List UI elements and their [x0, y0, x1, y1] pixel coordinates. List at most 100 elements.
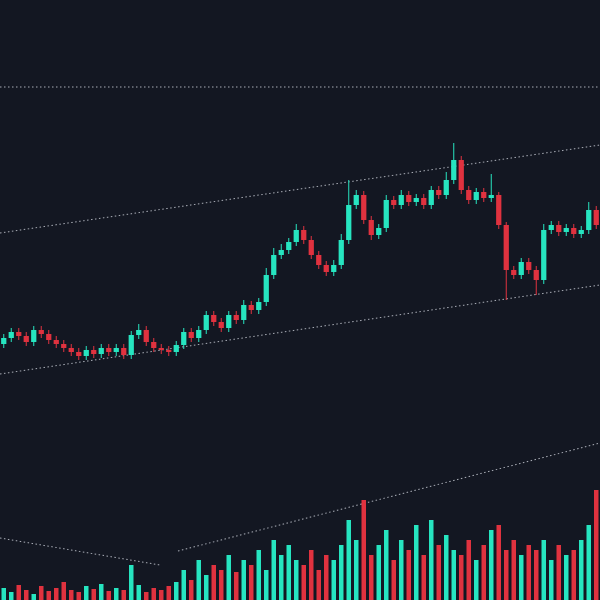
candle-body: [316, 255, 322, 265]
volume-bar: [84, 586, 89, 600]
volume-bar: [61, 582, 66, 600]
volume-bar: [1, 588, 6, 600]
volume-bar: [166, 586, 171, 600]
candle-body: [241, 305, 247, 320]
candle-body: [526, 262, 532, 270]
candle-body: [458, 160, 464, 190]
candle-body: [203, 315, 209, 330]
volume-bar: [519, 555, 524, 600]
candle-body: [98, 348, 104, 354]
candle-body: [38, 330, 44, 334]
volume-bar: [481, 545, 486, 600]
candle-body: [46, 334, 52, 340]
candle-body: [556, 225, 562, 232]
channel-upper: [0, 144, 600, 234]
candle-body: [263, 275, 269, 302]
volume-bar: [346, 520, 351, 600]
candle-body: [541, 230, 547, 280]
volume-bar: [16, 585, 21, 600]
volume-bar: [541, 540, 546, 600]
candle-body: [188, 332, 194, 338]
volume-bar: [219, 570, 224, 600]
candle-body: [391, 200, 397, 205]
volume-bar: [459, 555, 464, 600]
candle-body: [518, 262, 524, 275]
volume-bar: [159, 590, 164, 600]
candle-body: [398, 195, 404, 205]
candle-body: [173, 345, 179, 352]
volume-bar: [39, 586, 44, 600]
volume-bar: [384, 530, 389, 600]
candle-body: [436, 190, 442, 195]
candle-body: [286, 242, 292, 250]
volume-bar: [106, 591, 111, 600]
candle-layer: [1, 143, 599, 360]
volume-bar: [474, 560, 479, 600]
volume-bar: [376, 545, 381, 600]
volume-bar: [354, 540, 359, 600]
volume-bar: [324, 555, 329, 600]
candle-body: [376, 228, 382, 235]
volume-layer: [1, 490, 599, 600]
volume-bar: [196, 560, 201, 600]
candle-body: [338, 240, 344, 265]
volume-bar: [129, 565, 134, 600]
volume-bar: [421, 555, 426, 600]
volume-trend-line: [177, 442, 600, 552]
volume-bar: [46, 591, 51, 600]
candle-body: [53, 340, 59, 344]
volume-bar: [121, 590, 126, 600]
candle-body: [83, 350, 89, 356]
volume-bar: [136, 585, 141, 600]
volume-bar: [399, 540, 404, 600]
candle-body: [361, 195, 367, 220]
candle-body: [271, 255, 277, 275]
volume-bar: [174, 582, 179, 600]
volume-bar: [226, 555, 231, 600]
candle-body: [428, 190, 434, 205]
candle-body: [8, 332, 14, 338]
volume-bar: [151, 588, 156, 600]
volume-bar: [526, 545, 531, 600]
volume-bar: [586, 525, 591, 600]
volume-bar: [181, 570, 186, 600]
candle-body: [1, 338, 7, 344]
candle-body: [511, 270, 517, 275]
volume-bar: [429, 520, 434, 600]
volume-bar: [249, 565, 254, 600]
volume-bar: [564, 555, 569, 600]
candle-body: [76, 352, 82, 356]
volume-bar: [579, 540, 584, 600]
volume-bar: [534, 550, 539, 600]
candle-body: [586, 210, 592, 230]
volume-bar: [511, 540, 516, 600]
candle-body: [106, 348, 112, 352]
candle-body: [593, 210, 599, 225]
volume-bar: [489, 530, 494, 600]
candle-body: [533, 270, 539, 280]
volume-bar: [436, 545, 441, 600]
candle-body: [218, 322, 224, 328]
volume-bar: [339, 545, 344, 600]
volume-bar: [504, 550, 509, 600]
candle-body: [23, 336, 29, 342]
volume-trend-line: [0, 537, 161, 566]
volume-bar: [301, 565, 306, 600]
candle-body: [353, 195, 359, 205]
volume-bar: [204, 575, 209, 600]
volume-bar: [256, 550, 261, 600]
volume-bar: [406, 550, 411, 600]
candle-body: [578, 230, 584, 234]
volume-bar: [391, 560, 396, 600]
candle-body: [406, 195, 412, 202]
candle-body: [301, 230, 307, 240]
volume-bar: [549, 560, 554, 600]
candle-body: [166, 350, 172, 352]
candle-body: [548, 225, 554, 230]
candle-body: [383, 200, 389, 228]
volume-bar: [144, 592, 149, 600]
candle-body: [136, 330, 142, 335]
candle-body: [248, 305, 254, 310]
